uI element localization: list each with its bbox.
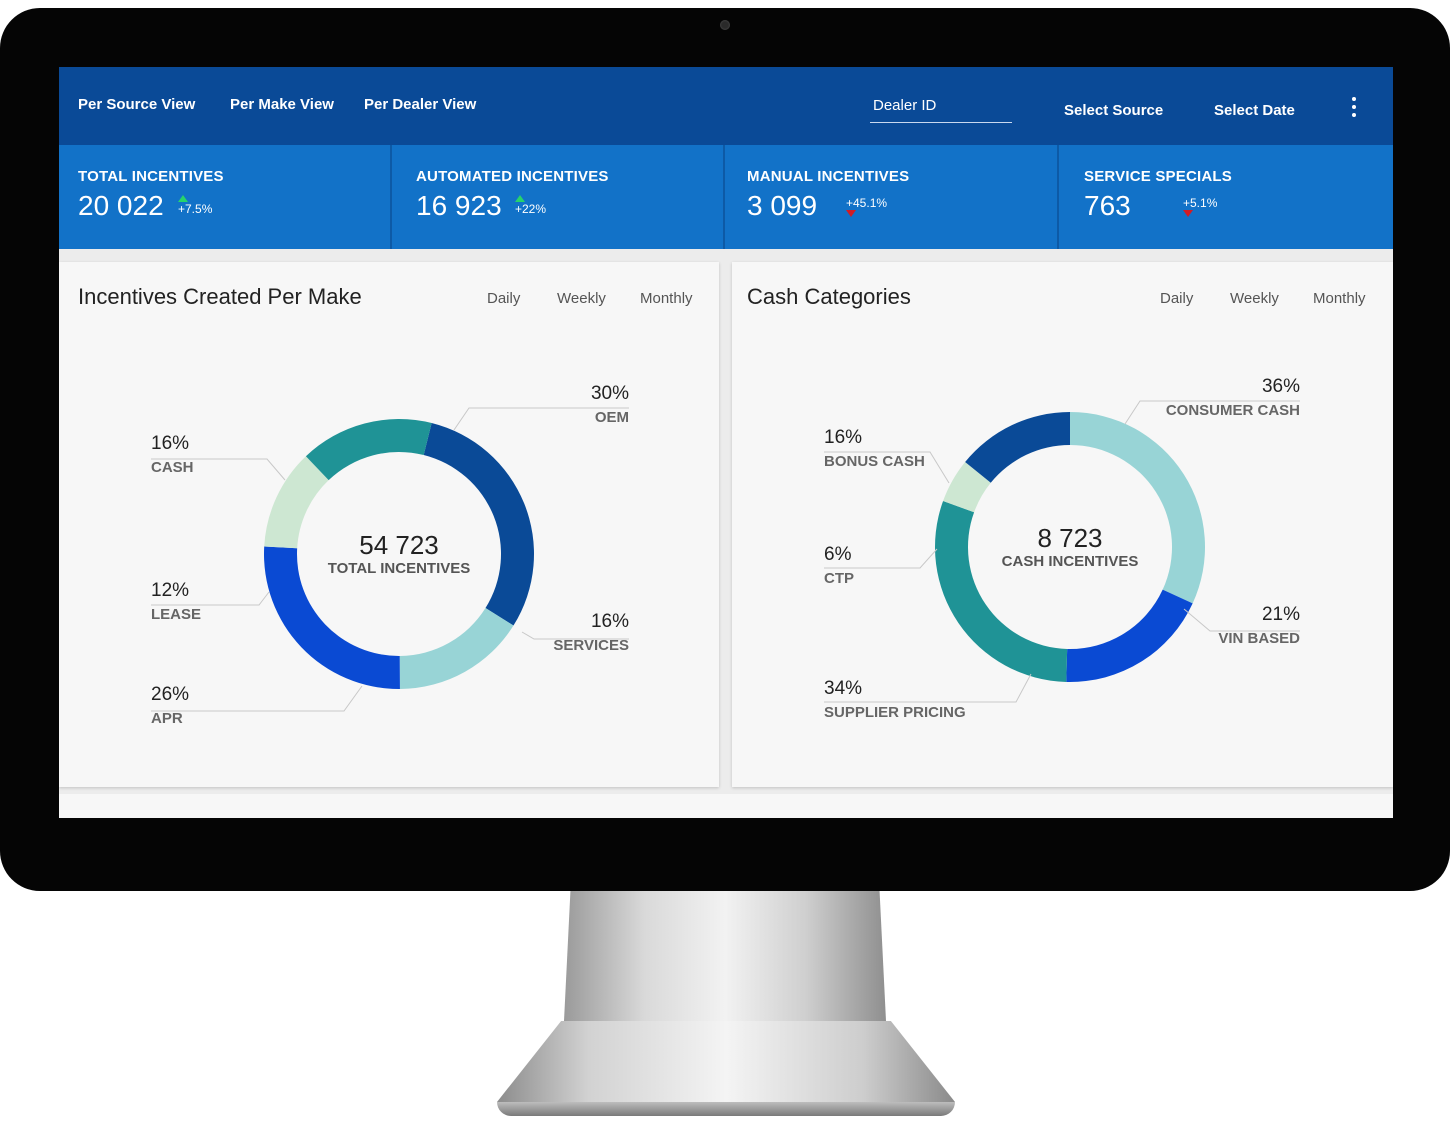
stat-delta: +22%: [515, 195, 546, 215]
leader-line: [824, 673, 1032, 703]
donut-slice-supplier-pricing[interactable]: [935, 501, 1068, 682]
dealer-id-field[interactable]: [870, 95, 1012, 123]
more-vert-icon[interactable]: [1345, 97, 1363, 121]
donut-slice-cash[interactable]: [305, 419, 432, 481]
nav-per-source-view[interactable]: Per Source View: [78, 96, 196, 113]
donut-center-value: 8 723: [1037, 523, 1102, 553]
stat-label: SERVICE SPECIALS: [1084, 168, 1232, 185]
donut-slice-services[interactable]: [399, 608, 514, 689]
period-daily[interactable]: Daily: [1160, 290, 1194, 307]
donut-slice-consumer-cash[interactable]: [1070, 412, 1205, 604]
nav-per-dealer-view[interactable]: Per Dealer View: [364, 96, 477, 113]
stat-card-total[interactable]: TOTAL INCENTIVES 20 022 +7.5%: [59, 145, 392, 249]
donut-center-value: 54 723: [359, 530, 439, 560]
trend-up-icon: [178, 195, 188, 202]
nav-per-make-view[interactable]: Per Make View: [230, 96, 334, 113]
select-source-button[interactable]: Select Source: [1064, 102, 1164, 119]
slice-percent-label: 16%: [151, 433, 189, 454]
donut-center-label: TOTAL INCENTIVES: [328, 560, 471, 577]
trend-up-icon: [515, 195, 525, 202]
period-weekly[interactable]: Weekly: [557, 290, 606, 307]
leader-line: [151, 685, 363, 712]
leader-line: [151, 591, 270, 606]
donut-slice-apr[interactable]: [264, 546, 400, 689]
stat-label: AUTOMATED INCENTIVES: [416, 168, 609, 185]
donut-slice-lease[interactable]: [264, 456, 329, 549]
webcam-icon: [720, 20, 730, 30]
next-panel-row: [59, 794, 1393, 818]
panel-title: Incentives Created Per Make: [78, 284, 362, 309]
leader-line: [824, 548, 938, 569]
leader-line: [521, 631, 629, 640]
slice-percent-label: 6%: [824, 544, 852, 565]
stat-value: 20 022: [78, 190, 164, 221]
leader-line: [1183, 608, 1300, 632]
period-daily[interactable]: Daily: [487, 290, 521, 307]
donut-slice-oem[interactable]: [423, 423, 534, 626]
slice-name-label: BONUS CASH: [824, 453, 925, 470]
monitor-stand-neck: [564, 891, 886, 1021]
slice-name-label: CTP: [824, 570, 854, 587]
stat-label: TOTAL INCENTIVES: [78, 168, 224, 185]
stat-delta: +7.5%: [178, 195, 212, 215]
stat-card-service-specials[interactable]: SERVICE SPECIALS 763 +5.1%: [1059, 145, 1393, 249]
donut-slice-bonus-cash[interactable]: [965, 412, 1070, 483]
dashboard-screen: Per Source View Per Make View Per Dealer…: [59, 67, 1393, 818]
slice-name-label: OEM: [595, 409, 629, 426]
trend-down-icon: [1183, 210, 1193, 217]
incentives-donut-chart: 30% OEM 16% SERVICES 26% APR 12% LEASE 16% CASH 54…: [151, 383, 629, 727]
monitor-stand-foot: [497, 1021, 955, 1113]
slice-percent-label: 16%: [824, 427, 862, 448]
period-weekly[interactable]: Weekly: [1230, 290, 1279, 307]
stat-value: 16 923: [416, 190, 502, 221]
donut-center-label: CASH INCENTIVES: [1002, 553, 1139, 570]
period-monthly[interactable]: Monthly: [640, 290, 693, 307]
stat-delta-text: +45.1%: [846, 196, 888, 210]
slice-percent-label: 16%: [591, 611, 629, 632]
slice-name-label: VIN BASED: [1218, 630, 1300, 647]
slice-name-label: LEASE: [151, 606, 201, 623]
stat-card-automated[interactable]: AUTOMATED INCENTIVES 16 923 +22%: [392, 145, 725, 249]
slice-percent-label: 30%: [591, 383, 629, 404]
leader-line: [151, 458, 286, 481]
stat-value: 763: [1084, 190, 1131, 221]
slice-name-label: APR: [151, 710, 183, 727]
select-date-button[interactable]: Select Date: [1214, 102, 1295, 119]
slice-percent-label: 36%: [1262, 376, 1300, 397]
stats-row: TOTAL INCENTIVES 20 022 +7.5% AUTOMATED …: [59, 145, 1393, 249]
cash-categories-donut-chart: 36% CONSUMER CASH 21% VIN BASED 34% SUPPLIER …: [824, 376, 1300, 721]
dealer-id-input[interactable]: [870, 95, 1003, 114]
slice-name-label: SERVICES: [553, 637, 629, 654]
slice-name-label: SUPPLIER PRICING: [824, 704, 966, 721]
trend-down-icon: [846, 210, 856, 217]
slice-percent-label: 12%: [151, 580, 189, 601]
stat-label: MANUAL INCENTIVES: [747, 168, 910, 185]
period-monthly[interactable]: Monthly: [1313, 290, 1366, 307]
stat-delta: +45.1%: [846, 197, 887, 217]
leader-line: [824, 451, 950, 484]
donut-slice-vin-based[interactable]: [1066, 589, 1193, 682]
cash-categories-panel: Cash Categories Daily Weekly Monthly 36%…: [732, 262, 1393, 787]
slice-percent-label: 21%: [1262, 604, 1300, 625]
stat-delta: +5.1%: [1183, 197, 1217, 217]
stat-delta-text: +7.5%: [178, 202, 213, 216]
stat-delta-text: +5.1%: [1183, 196, 1218, 210]
slice-name-label: CONSUMER CASH: [1166, 402, 1300, 419]
leader-line: [453, 407, 629, 431]
slice-percent-label: 26%: [151, 684, 189, 705]
leader-line: [1124, 400, 1300, 425]
donut-slice-ctp[interactable]: [943, 461, 991, 513]
top-navigation-bar: Per Source View Per Make View Per Dealer…: [59, 67, 1393, 145]
stat-card-manual[interactable]: MANUAL INCENTIVES 3 099 +45.1%: [725, 145, 1059, 249]
monitor-stand-base-edge: [497, 1102, 955, 1116]
stat-value: 3 099: [747, 190, 818, 221]
slice-name-label: CASH: [151, 459, 194, 476]
slice-percent-label: 34%: [824, 678, 862, 699]
incentives-per-make-panel: Incentives Created Per Make Daily Weekly…: [59, 262, 719, 787]
stat-delta-text: +22%: [515, 202, 547, 216]
panel-title: Cash Categories: [747, 284, 911, 309]
